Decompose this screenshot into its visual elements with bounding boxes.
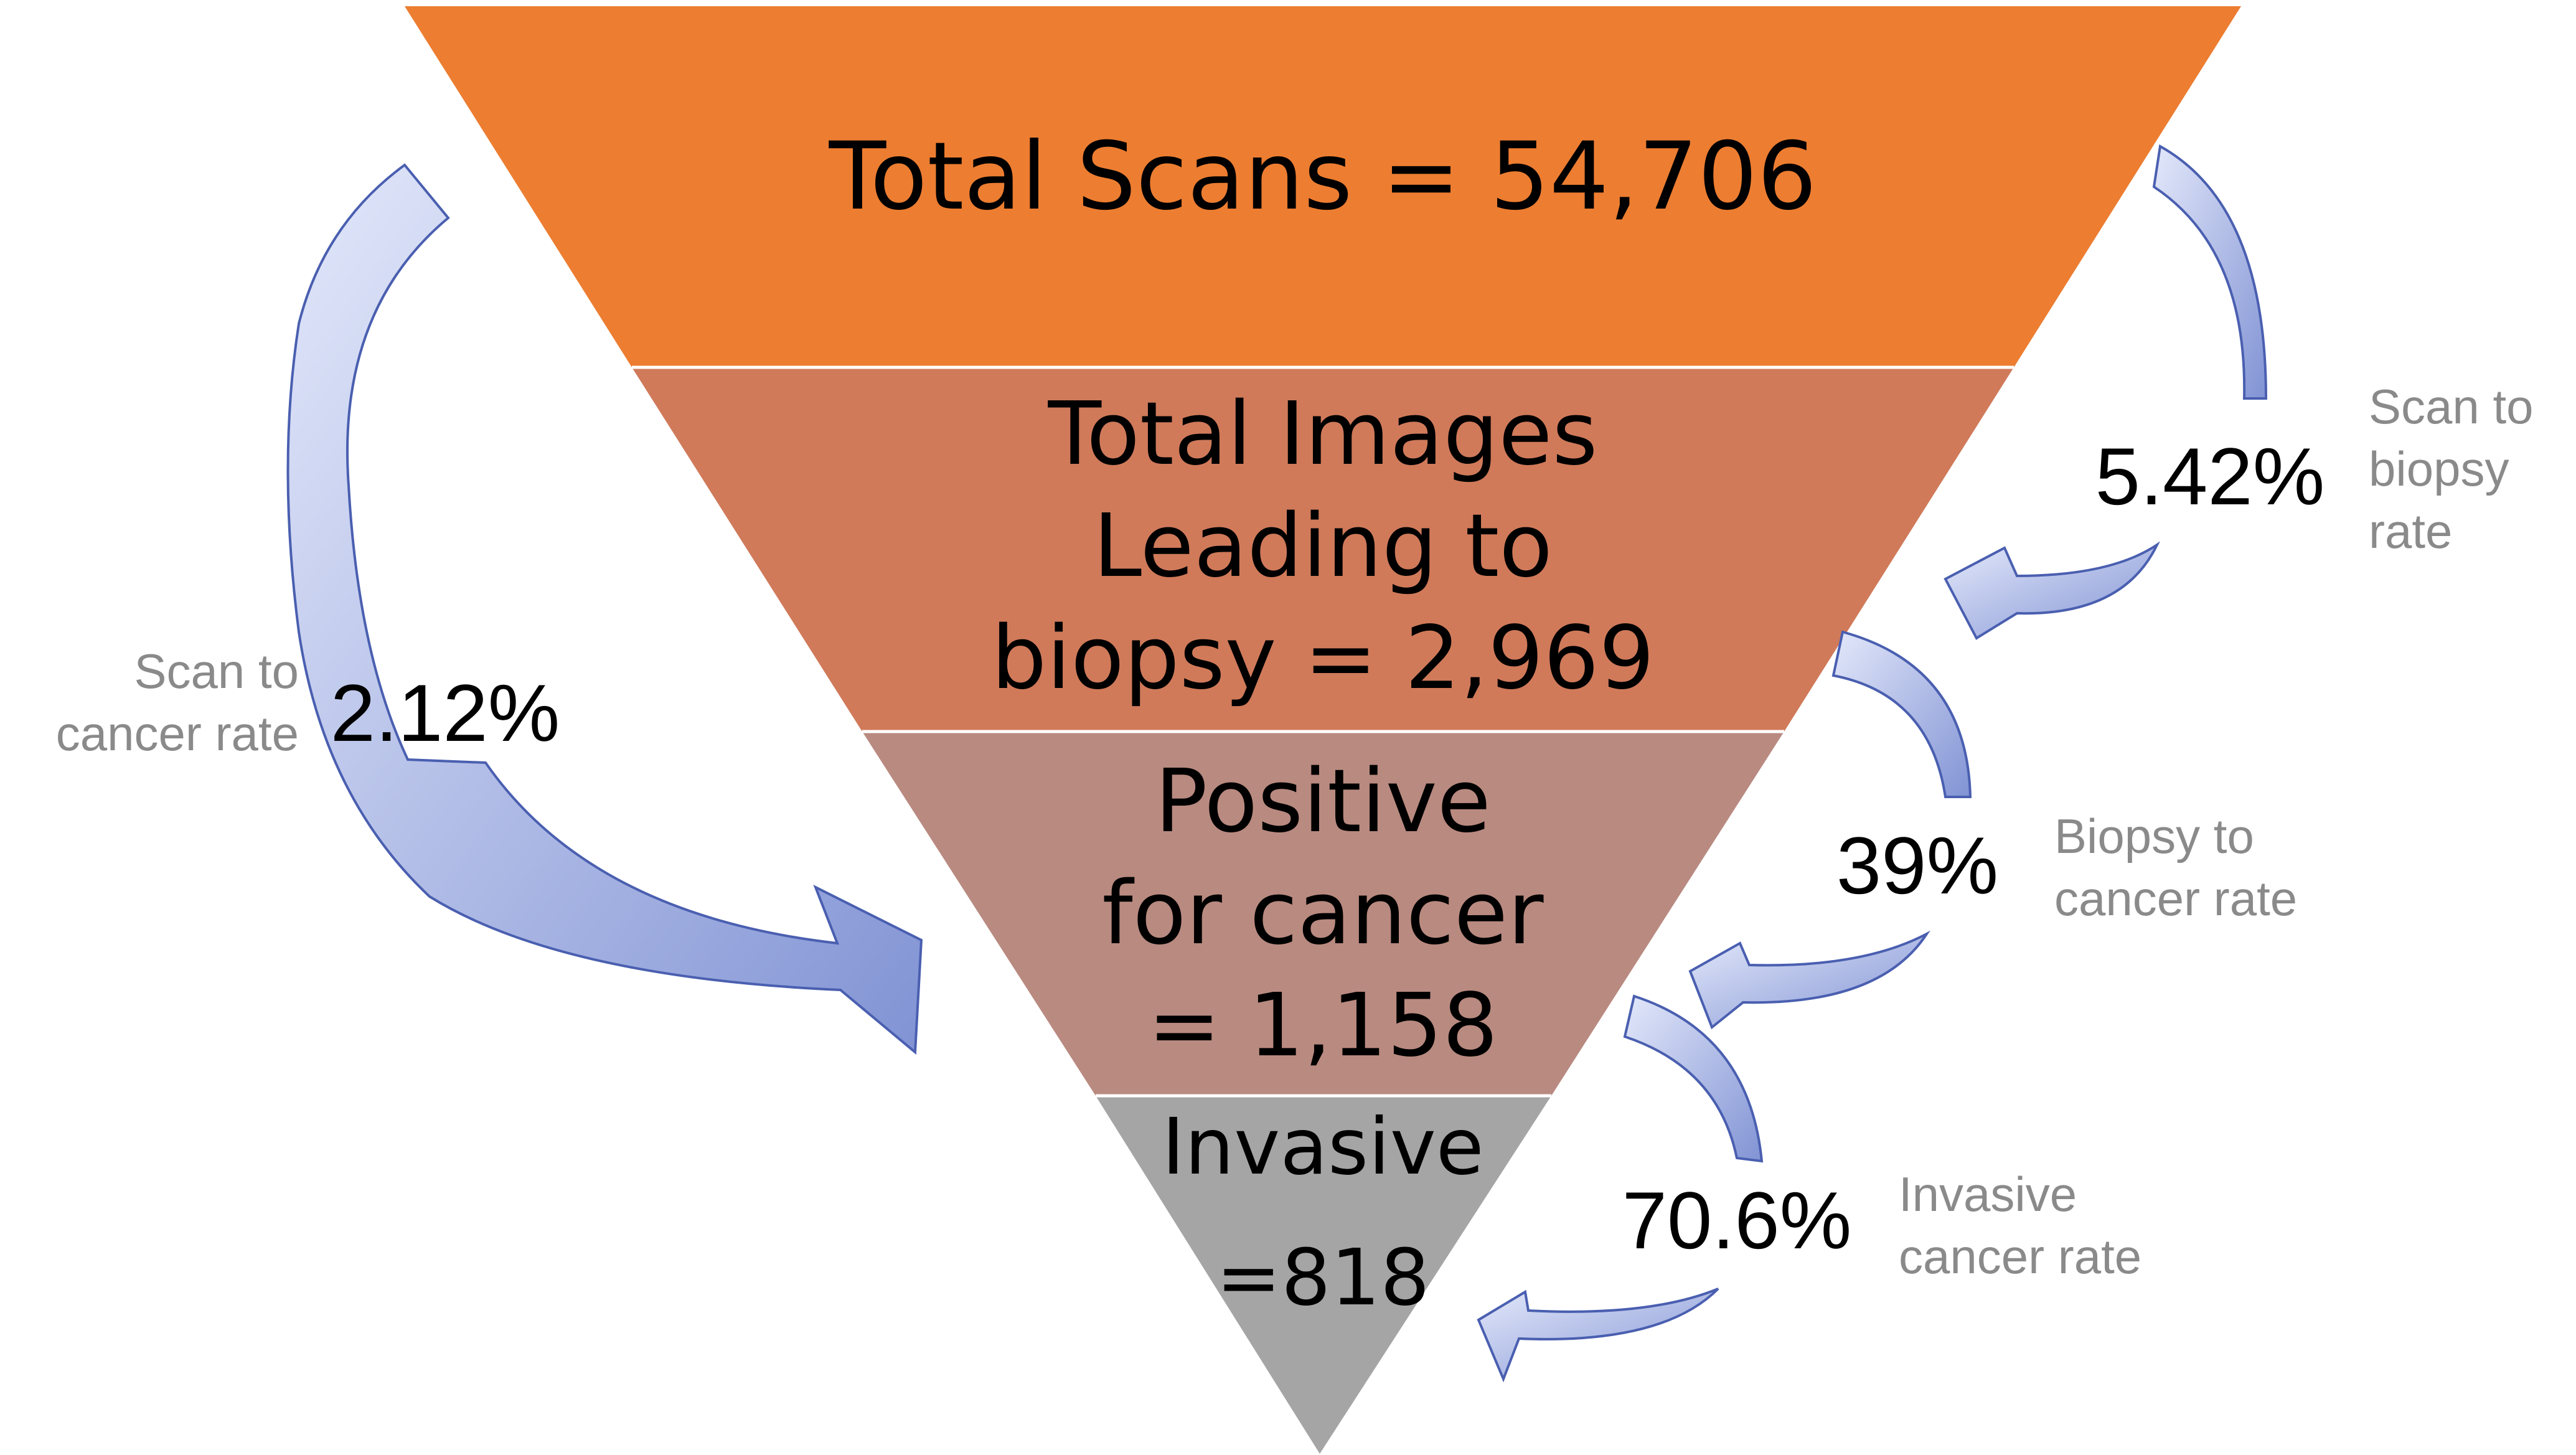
- stage-biopsy-band: [632, 367, 2014, 732]
- stage-invasive-label-line1: Invasive: [1162, 1102, 1483, 1192]
- biopsy-to-cancer-rate-value: 39%: [1836, 820, 1998, 911]
- biopsy-to-cancer-caption-line2: cancer rate: [2054, 871, 2297, 926]
- invasive-caption-line2: cancer rate: [1899, 1229, 2141, 1284]
- scan-to-biopsy-arrow-lower: [1944, 541, 2160, 640]
- stage-total-scans-label: Total Scans = 54,706: [829, 123, 1817, 231]
- scan-to-biopsy-arrow: [2152, 144, 2268, 400]
- stage-invasive-band: [1096, 1096, 1551, 1454]
- biopsy-to-cancer-arrow: [1831, 630, 1972, 798]
- scan-to-biopsy-caption-line3: rate: [2369, 504, 2452, 558]
- invasive-caption-line1: Invasive: [1899, 1167, 2077, 1222]
- stage-positive-label-line3: = 1,158: [1148, 975, 1498, 1076]
- invasive-arrow-lower: [1477, 1288, 1719, 1383]
- scan-to-cancer-caption-line2: cancer rate: [56, 706, 299, 761]
- biopsy-to-cancer-caption-line1: Biopsy to: [2054, 809, 2254, 864]
- stage-invasive-label-line2: =818: [1216, 1233, 1429, 1323]
- stage-biopsy-label-line1: Total Images: [1048, 384, 1598, 485]
- scan-to-biopsy-rate-value: 5.42%: [2095, 431, 2325, 522]
- stage-positive-label-line1: Positive: [1155, 751, 1491, 852]
- stage-biopsy-label-line3: biopsy = 2,969: [991, 608, 1654, 709]
- scan-to-biopsy-caption-line1: Scan to: [2369, 379, 2534, 434]
- invasive-arrow: [1623, 994, 1764, 1163]
- scan-to-cancer-arrow: [286, 163, 923, 1055]
- invasive-rate-value: 70.6%: [1622, 1175, 1852, 1266]
- stage-positive-band: [862, 732, 1784, 1096]
- scan-to-biopsy-caption-line2: biopsy: [2369, 441, 2509, 496]
- biopsy-to-cancer-arrow-lower: [1688, 930, 1930, 1030]
- stage-positive-label-line2: for cancer: [1102, 863, 1544, 964]
- stage-biopsy-label-line2: Leading to: [1093, 496, 1553, 597]
- scan-to-cancer-caption-line1: Scan to: [134, 644, 299, 699]
- scan-to-cancer-rate-value: 2.12%: [331, 667, 560, 758]
- stage-total-scans-band: [405, 6, 2241, 367]
